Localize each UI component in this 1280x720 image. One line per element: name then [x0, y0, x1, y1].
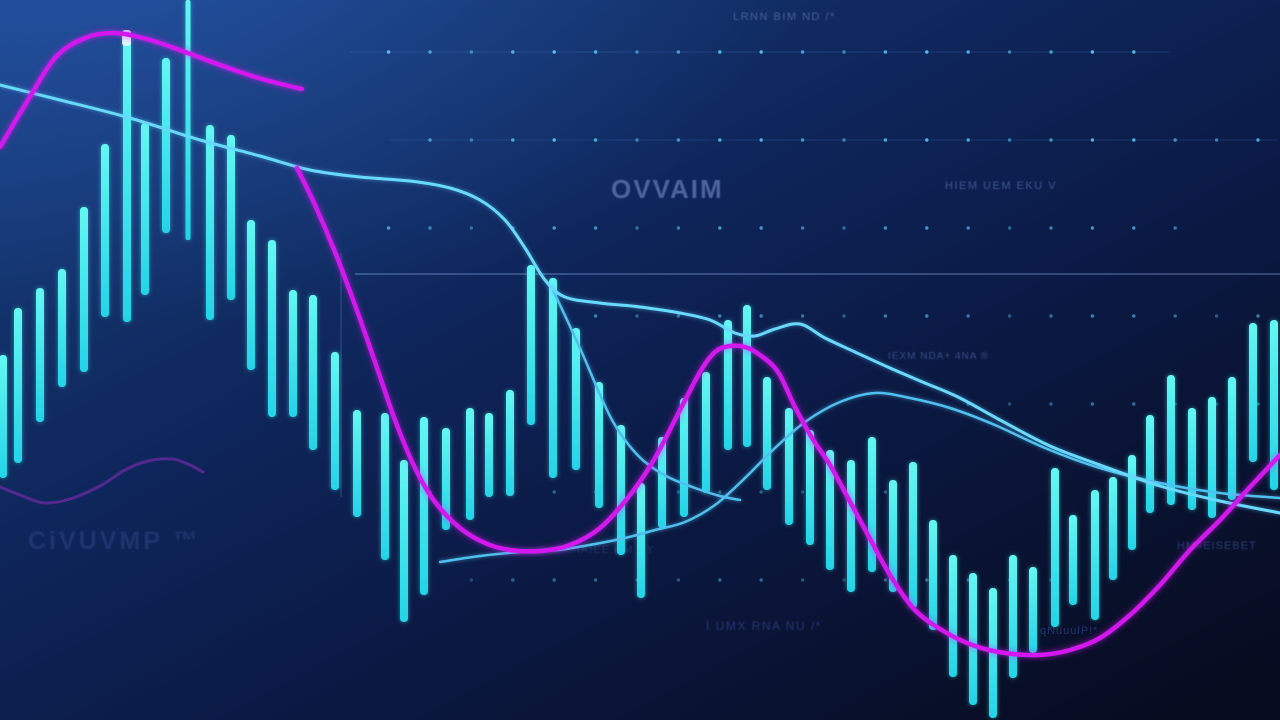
grid-dot-row [386, 226, 1177, 230]
cyan-ma-line-main [0, 83, 1280, 515]
cyan-ma-line-descending [550, 286, 742, 502]
candlestick-bar [442, 428, 450, 530]
candlestick-bar [1051, 468, 1059, 627]
candlestick-bar [929, 520, 937, 630]
candlestick-bar [1228, 377, 1236, 500]
candlestick-bar [36, 288, 44, 422]
candlestick-bar [466, 408, 474, 520]
candlestick-bar [1167, 375, 1175, 505]
candlestick-bar [331, 352, 339, 490]
candlestick-bar [381, 413, 389, 560]
candlestick-bar [80, 207, 88, 372]
candlestick-bar [806, 430, 814, 545]
candlestick-bar [1270, 320, 1278, 490]
candlestick-bar [724, 320, 732, 450]
cyan-ma-line-recovery [438, 391, 1280, 564]
candlestick-bar [400, 460, 408, 622]
candlestick-bar [247, 220, 255, 370]
candlestick-bar [1029, 567, 1037, 653]
candlestick-bar [162, 58, 170, 233]
candlestick-bar [1208, 397, 1216, 518]
candlestick-bar [1069, 515, 1077, 605]
candlestick-bar [101, 144, 109, 317]
candlestick-bar [785, 408, 793, 525]
candlestick-bar [637, 483, 645, 598]
watermark-top-small: LRNN BIM ND /* [733, 11, 836, 23]
candlestick-bar [185, 0, 191, 240]
watermark-center-title: OVVAIM [611, 174, 724, 204]
candlestick-bar [572, 328, 580, 470]
candlestick-bar [1109, 477, 1117, 580]
grid-dot-row [390, 138, 1278, 142]
magenta-ma-line-upper [0, 30, 305, 150]
candlestick-bar [1009, 555, 1017, 678]
candlestick-bar [549, 278, 557, 478]
candlestick-bar [309, 295, 317, 450]
candlestick-bar [141, 123, 149, 295]
candlestick-bar [889, 480, 897, 592]
candlestick-bar [206, 125, 214, 320]
candlestick-bar [1249, 323, 1257, 462]
candlestick-bar [1128, 455, 1136, 550]
candlestick-bar [847, 460, 855, 592]
candlestick-bar [14, 308, 22, 463]
candlestick-bar [658, 437, 666, 528]
candlestick-bar [58, 269, 66, 387]
candlestick-bar [949, 555, 957, 677]
candlestick-bar [763, 377, 771, 490]
candlestick-bar [1146, 415, 1154, 513]
candlestick-bar [595, 382, 603, 508]
candlestick-bar [1091, 490, 1099, 620]
candlestick-bar [527, 265, 535, 425]
candlestick-bar [1188, 408, 1196, 510]
watermark-bottom-left: CiVUVMP ™ [28, 527, 201, 555]
grid-dot-row [428, 490, 888, 494]
watermark-bottom-right: qNuuulP!* [1040, 625, 1099, 637]
candlestick-bar [227, 135, 235, 300]
candlestick-bar [420, 417, 428, 595]
candlestick-bar [268, 240, 276, 417]
candlestick-bar [0, 355, 7, 478]
candlestick-bar [969, 573, 977, 705]
candlestick-bar [617, 425, 625, 555]
candlestick-bar [353, 410, 361, 517]
watermark-right-small: HIEM UEM EKU V [945, 180, 1058, 192]
grid-dot-row [469, 578, 1053, 582]
candlestick-bar [702, 372, 710, 493]
candlestick-bar [506, 390, 514, 496]
dim-purple-line [0, 457, 205, 505]
candlestick-bar [743, 305, 751, 447]
candlestick-bar [123, 33, 131, 322]
watermark-bottom-mid: IAIEE HM NY [577, 544, 655, 556]
grid-dot-row [350, 50, 1170, 54]
candlestick-bar [289, 290, 297, 417]
candlestick-bar [485, 413, 493, 497]
watermark-mid-right: IEXM NDA+ 4NA ® [888, 351, 990, 362]
watermark-bottom-mid-2: I UMX RNA NU /* [706, 619, 822, 633]
candlestick-bar [826, 450, 834, 570]
candlestick-bar [909, 462, 917, 608]
magenta-ma-line-main [294, 165, 1280, 658]
grid-dot-row [593, 314, 1260, 318]
candlestick-bar [680, 398, 688, 517]
